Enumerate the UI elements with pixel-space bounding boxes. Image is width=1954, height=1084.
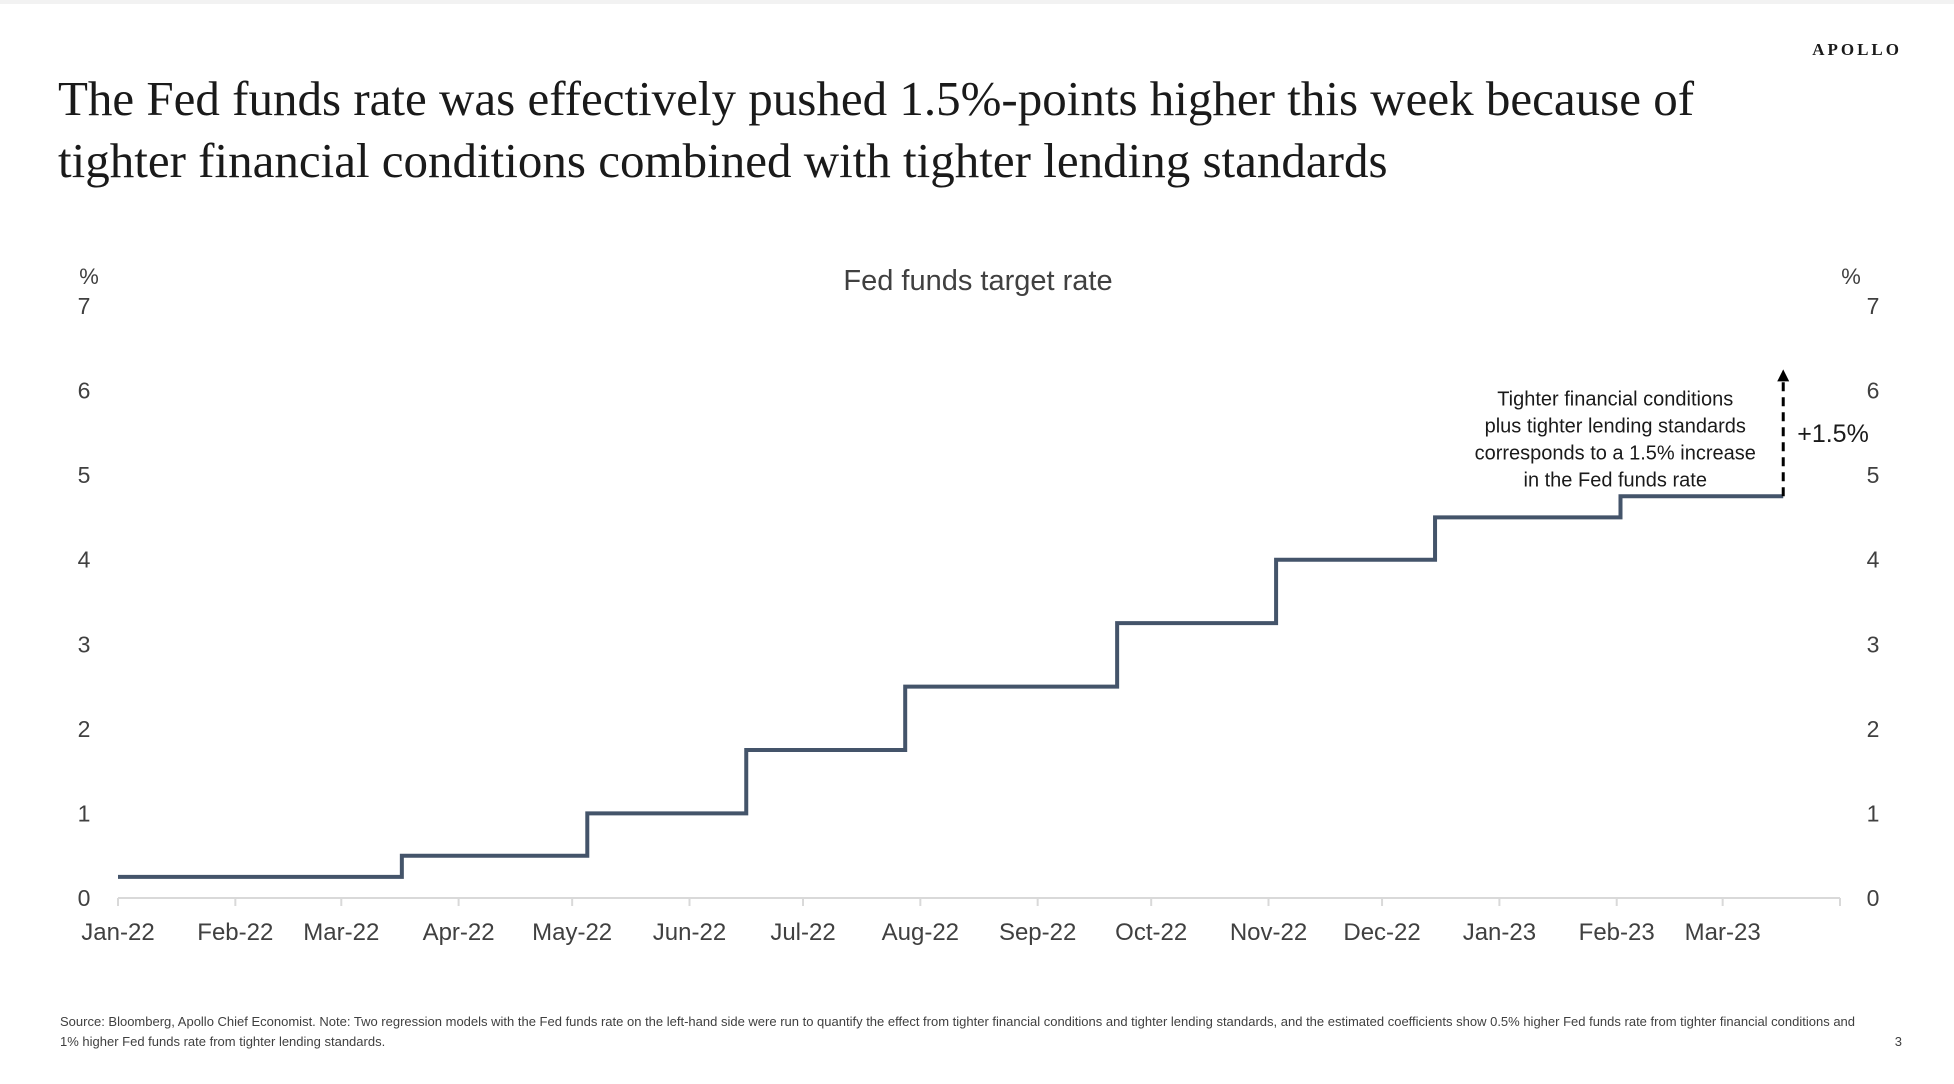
axes-group: 0 0 1 1 2 2 3 3 4 4 5 5 6 6 7 7 Jan-22 Feb-22 Mar-22 Apr-22… [78, 293, 1880, 946]
brand-logo: APOLLO [1812, 40, 1902, 59]
x-tick-label: Jan-23 [1463, 919, 1536, 946]
x-tick-label: Apr-22 [423, 919, 495, 946]
annotation-text-line: in the Fed funds rate [1524, 469, 1707, 491]
x-tick-label: Dec-22 [1343, 919, 1420, 946]
x-tick-label: Nov-22 [1230, 919, 1307, 946]
y-axis-right-unit: % [1841, 264, 1861, 289]
x-tick-label: Aug-22 [882, 919, 959, 946]
x-tick-label: Feb-23 [1579, 919, 1655, 946]
y-tick-label-left: 7 [78, 293, 91, 319]
y-tick-label-left: 0 [78, 885, 91, 911]
annotation-text-line: plus tighter lending standards [1485, 415, 1746, 437]
y-tick-label-right: 5 [1867, 462, 1880, 488]
top-border [0, 0, 1954, 4]
y-tick-label-right: 3 [1867, 631, 1880, 657]
page-number: 3 [1894, 1034, 1902, 1049]
y-tick-label-left: 4 [78, 547, 91, 573]
y-tick-label-left: 1 [78, 800, 91, 826]
chart-title: Fed funds target rate [843, 265, 1112, 297]
x-tick-label: Oct-22 [1115, 919, 1187, 946]
source-footnote: Source: Bloomberg, Apollo Chief Economis… [60, 1014, 1856, 1049]
x-tick-label: Mar-23 [1685, 919, 1761, 946]
x-tick-label: Jul-22 [770, 919, 835, 946]
annotation-group: +1.5% Tighter financial conditions plus ti… [1475, 369, 1869, 497]
y-tick-label-right: 0 [1867, 885, 1880, 911]
y-tick-label-right: 4 [1867, 547, 1880, 573]
y-axis-left-unit: % [79, 264, 99, 289]
x-tick-label: Sep-22 [999, 919, 1076, 946]
x-tick-label: Feb-22 [197, 919, 273, 946]
annotation-value-label: +1.5% [1797, 420, 1869, 448]
x-tick-label: Mar-22 [303, 919, 379, 946]
y-tick-label-right: 1 [1867, 800, 1880, 826]
series-group [118, 494, 1784, 879]
fed-funds-step-line [118, 494, 1784, 879]
annotation-text-line: Tighter financial conditions [1497, 388, 1733, 410]
x-tick-label: Jun-22 [653, 919, 726, 946]
y-tick-label-right: 6 [1867, 378, 1880, 404]
y-tick-label-left: 3 [78, 631, 91, 657]
x-tick-label: Jan-22 [81, 919, 154, 946]
y-tick-label-left: 5 [78, 462, 91, 488]
y-tick-label-left: 2 [78, 716, 91, 742]
annotation-text-line: corresponds to a 1.5% increase [1475, 442, 1756, 464]
y-tick-label-left: 6 [78, 378, 91, 404]
page-title: The Fed funds rate was effectively pushe… [58, 71, 1695, 188]
arrow-head-icon [1777, 369, 1790, 382]
y-tick-label-right: 2 [1867, 716, 1880, 742]
x-tick-label: May-22 [532, 919, 612, 946]
y-tick-label-right: 7 [1867, 293, 1880, 319]
fed-funds-chart: Fed funds target rate % % 0 0 1 1 2 2 3 3 4 4 5 5 6 6… [78, 264, 1880, 946]
